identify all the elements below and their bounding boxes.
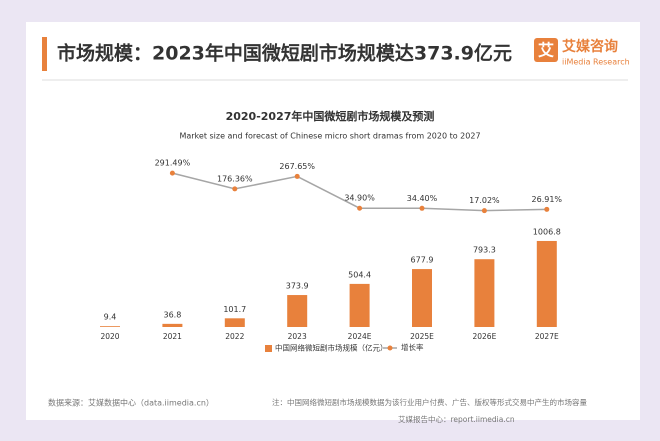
bar-label: 504.4 [348,270,371,279]
bar [287,295,308,327]
x-tick-label: 2025E [410,332,434,341]
logo-box [534,38,558,62]
growth-label: 34.90% [344,194,375,203]
growth-point [232,186,238,192]
logo-sub: iiMedia Research [562,58,630,67]
bar-label: 9.4 [104,313,117,322]
bar [224,318,245,327]
growth-label: 291.49% [155,159,191,168]
growth-point [481,208,487,214]
bar-label: 793.3 [473,246,496,255]
bar [412,269,432,327]
growth-point [544,206,550,212]
growth-label: 17.02% [469,196,500,205]
growth-point [294,173,300,179]
logo-char: 艾 [538,41,554,60]
card [26,22,640,420]
growth-point [357,205,363,211]
bar-label: 1006.8 [533,227,561,236]
x-tick-label: 2024E [348,332,372,341]
bar-label: 101.7 [223,305,246,314]
bar-label: 677.9 [411,256,434,265]
logo-name: 艾媒咨询 [562,38,618,55]
legend-label: 增长率 [401,342,424,352]
bar-label: 373.9 [286,282,309,291]
site: 艾媒报告中心：report.iimedia.cn [398,414,515,424]
x-tick-label: 2026E [472,332,496,341]
x-tick-label: 2027E [535,332,559,341]
growth-label: 176.36% [217,174,253,183]
growth-point [169,170,175,176]
note: 注：中国网络微短剧市场规模数据为该行业用户付费、广告、版权等形式交易中产生的市场… [272,397,587,407]
source: 数据来源：艾媒数据中心（data.iimedia.cn） [48,398,214,408]
x-tick-label: 2023 [288,332,307,341]
bar [162,323,183,327]
chart-title: 2020-2027年中国微短剧市场规模及预测 [226,109,435,123]
title-accent [42,37,47,71]
growth-point [419,205,425,211]
growth-label: 34.40% [407,194,438,203]
bar [100,326,120,327]
legend-swatch [265,345,272,352]
growth-label: 26.91% [532,195,563,204]
bar [536,240,557,327]
bar [349,283,370,327]
bar-label: 36.8 [163,310,181,319]
x-tick-label: 2022 [225,332,244,341]
x-tick-label: 2020 [100,332,119,341]
legend-label: 中国网络微短剧市场规模（亿元） [275,343,388,353]
chart-subtitle: Market size and forecast of Chinese micr… [179,132,480,141]
page-title: 市场规模：2023年中国微短剧市场规模达373.9亿元 [57,42,512,65]
x-tick-label: 2021 [163,332,182,341]
legend-dot [387,345,393,351]
bar [474,259,495,327]
growth-label: 267.65% [279,162,315,171]
